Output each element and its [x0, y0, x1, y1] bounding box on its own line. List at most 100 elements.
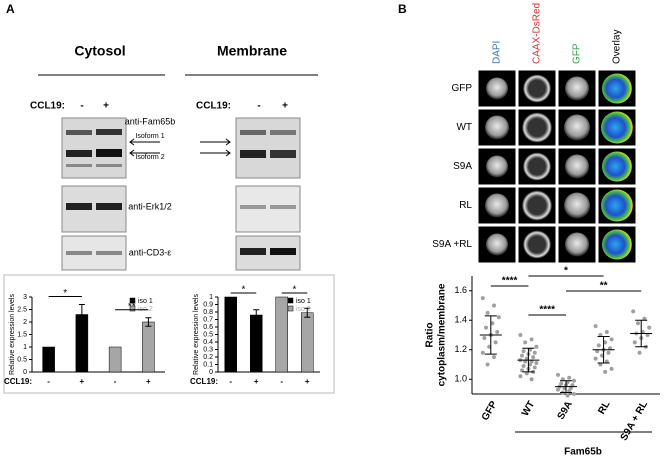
- data-point: [485, 362, 490, 367]
- data-point: [636, 321, 640, 326]
- data-point: [606, 350, 611, 355]
- x-tick-label: +: [254, 377, 259, 386]
- data-point: [534, 344, 539, 349]
- x-tick-label: +: [305, 377, 310, 386]
- data-point: [609, 337, 614, 342]
- treatment-label: CCL19:: [196, 101, 231, 112]
- cell: [523, 74, 551, 103]
- legend-label: iso 1: [138, 298, 153, 305]
- data-point: [484, 325, 488, 330]
- sd-bar: [560, 380, 572, 394]
- y-axis-title: Relative expression levels: [193, 294, 200, 375]
- y-tick-label: 1.0: [454, 374, 467, 384]
- fraction-title: Membrane: [217, 43, 287, 59]
- x-tick-label: GFP: [480, 399, 500, 423]
- cell: [486, 77, 508, 100]
- condition-label: WT: [456, 122, 472, 133]
- cell: [565, 232, 589, 257]
- sd-bar: [635, 319, 648, 348]
- legend-swatch: [287, 297, 294, 304]
- y-axis-title: cytoplasm/membrane: [437, 283, 448, 386]
- x-axis-title: CCL19:: [190, 377, 218, 386]
- y-tick-label: 0.5: [17, 356, 27, 363]
- y-tick-label: 1.5: [17, 331, 27, 338]
- x-tick-label: S9A + RL: [619, 399, 650, 442]
- condition-label: S9A +RL: [432, 239, 472, 250]
- channel-label: GFP: [572, 43, 583, 64]
- data-point: [492, 355, 496, 360]
- data-point: [521, 349, 526, 354]
- cell: [485, 115, 509, 140]
- y-tick-label: 0: [23, 369, 27, 376]
- data-point: [572, 392, 576, 396]
- antibody-label: anti-Erk1/2: [128, 201, 172, 211]
- y-axis-title: Relative expression levels: [9, 294, 16, 375]
- significance-label: *: [293, 285, 297, 296]
- cell: [565, 76, 589, 101]
- significance-label: ****: [539, 305, 555, 316]
- y-tick-label: 3: [23, 294, 27, 301]
- data-point: [603, 369, 608, 374]
- x-tick-label: RL: [596, 399, 612, 416]
- data-point: [482, 335, 487, 340]
- cell: [601, 189, 633, 222]
- y-tick-label: 1.6: [454, 285, 467, 295]
- x-tick-label: -: [114, 377, 117, 386]
- panel-label: A: [6, 2, 15, 16]
- cell: [564, 192, 590, 219]
- x-axis-title: CCL19:: [4, 377, 32, 386]
- data-point: [596, 343, 601, 348]
- y-tick-label: 2: [23, 319, 27, 326]
- data-point: [487, 344, 492, 349]
- cell: [602, 73, 632, 104]
- condition-label: S9A: [453, 161, 472, 172]
- isoform-label: Isoform 2: [135, 154, 164, 161]
- data-point: [495, 330, 500, 335]
- bar: [250, 314, 263, 373]
- bar: [108, 346, 122, 373]
- treatment-sign: +: [103, 101, 109, 112]
- antibody-label: anti-Fam65b: [125, 116, 176, 126]
- data-point: [521, 363, 526, 368]
- x-tick-label: WT: [520, 399, 537, 418]
- sd-bar: [484, 315, 497, 355]
- data-point: [493, 340, 498, 345]
- data-point: [572, 378, 576, 383]
- treatment-sign: +: [282, 101, 288, 112]
- data-point: [556, 387, 560, 392]
- data-point: [480, 350, 485, 355]
- significance-label: *: [63, 288, 67, 299]
- error-bar: [78, 304, 85, 325]
- fraction-title: Cytosol: [74, 43, 125, 59]
- data-point: [518, 374, 523, 379]
- cell: [602, 229, 632, 260]
- data-point: [647, 325, 652, 330]
- data-point: [631, 309, 636, 314]
- data-point: [534, 361, 539, 366]
- y-tick-label: 0.3: [203, 346, 213, 353]
- micrograph: [557, 69, 597, 108]
- significance-label: **: [128, 301, 136, 312]
- data-point: [492, 303, 496, 308]
- bar: [142, 321, 155, 373]
- data-point: [603, 340, 608, 345]
- x-tick-label: S9A: [556, 399, 575, 421]
- sd-bar: [597, 335, 610, 364]
- condition-label: RL: [459, 200, 472, 211]
- y-tick-label: 0.6: [203, 324, 213, 331]
- sd-bar: [522, 347, 535, 373]
- data-point: [529, 377, 534, 382]
- x-tick-label: +: [80, 377, 85, 386]
- treatment-sign: -: [257, 101, 260, 112]
- y-tick-label: 0.4: [203, 339, 213, 346]
- condition-label: GFP: [451, 83, 472, 94]
- data-point: [520, 353, 524, 358]
- data-point: [556, 372, 560, 377]
- y-tick-label: 2.5: [17, 306, 27, 313]
- y-tick-label: 0.5: [203, 331, 213, 338]
- bar: [275, 296, 288, 373]
- data-point: [632, 340, 637, 345]
- isoform-label: Isoform 1: [135, 133, 164, 140]
- significance-label: **: [600, 281, 608, 292]
